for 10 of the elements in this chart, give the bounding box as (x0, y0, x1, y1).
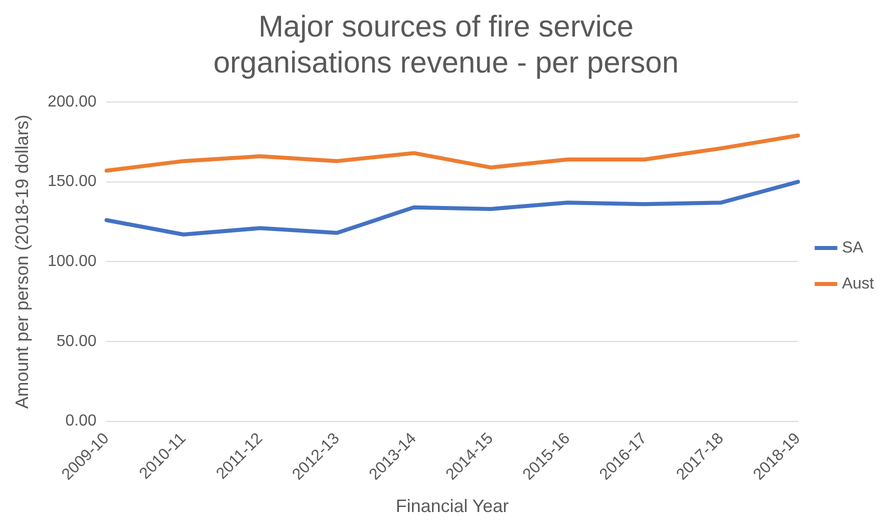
x-axis-title: Financial Year (396, 496, 509, 516)
legend-label: Aust (842, 275, 875, 292)
chart-title: Major sources of fire service organisations revenue - per person (213, 10, 679, 80)
y-tick-label: 50.00 (56, 332, 97, 350)
y-axis-title: Amount per person (2018-19 dollars) (12, 114, 32, 409)
y-tick-label: 100.00 (48, 253, 97, 270)
legend-label: SA (842, 239, 864, 256)
y-tick-label: 0.00 (65, 412, 97, 430)
y-tick-label: 200.00 (48, 93, 97, 110)
y-tick-label: 150.00 (48, 173, 97, 190)
